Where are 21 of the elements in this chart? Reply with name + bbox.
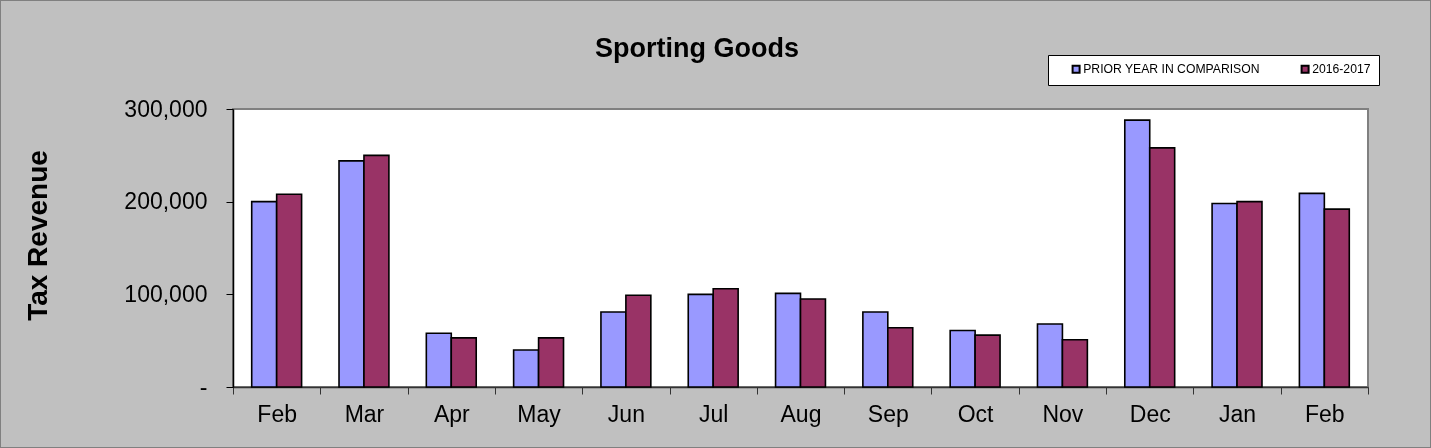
y-tick-label: -	[199, 373, 208, 400]
x-tick-label: Aug	[780, 400, 822, 427]
chart-title: Sporting Goods	[595, 32, 799, 63]
x-tick-label: Jul	[698, 400, 729, 427]
legend-label: 2016-2017	[1312, 62, 1371, 77]
x-tick-label: Apr	[433, 400, 470, 427]
y-axis-title: Tax Revenue	[21, 150, 53, 321]
legend-label: PRIOR YEAR IN COMPARISON	[1083, 62, 1260, 77]
x-tick-label: Mar	[344, 400, 385, 427]
x-tick-label: May	[517, 400, 562, 427]
y-tick-label: 100,000	[124, 280, 208, 307]
x-tick-label: Oct	[957, 400, 995, 427]
x-tick-label: Sep	[867, 400, 909, 427]
x-tick-label: Jun	[607, 400, 645, 427]
x-tick-label: Feb	[1305, 400, 1345, 427]
x-tick-label: Jan	[1218, 400, 1257, 427]
y-tick-label: 300,000	[124, 95, 208, 122]
x-tick-label: Feb	[257, 400, 297, 427]
x-tick-label: Dec	[1129, 400, 1171, 427]
x-tick-label: Nov	[1042, 400, 1084, 427]
y-tick-label: 200,000	[124, 188, 208, 215]
